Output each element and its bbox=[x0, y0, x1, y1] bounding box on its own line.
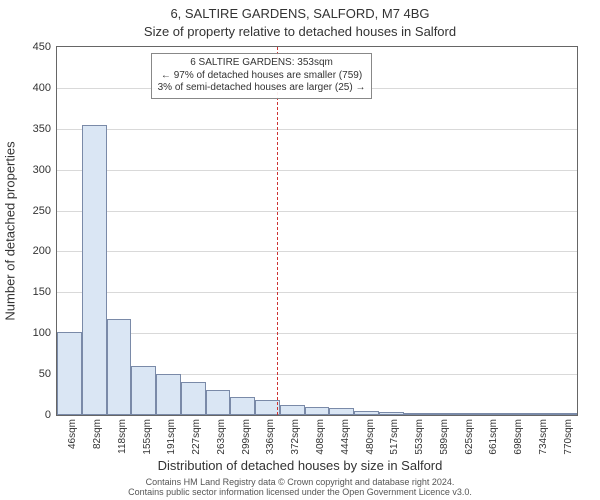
x-tick-label: 118sqm bbox=[117, 419, 128, 454]
x-tick-label: 227sqm bbox=[191, 419, 202, 455]
y-tick-label: 50 bbox=[39, 368, 51, 380]
histogram-bar bbox=[57, 332, 82, 415]
histogram-bar bbox=[181, 382, 206, 415]
gridline bbox=[57, 292, 577, 293]
x-tick-label: 517sqm bbox=[389, 419, 400, 455]
x-tick-label: 408sqm bbox=[315, 419, 326, 455]
annotation-box: 6 SALTIRE GARDENS: 353sqm← 97% of detach… bbox=[151, 53, 373, 99]
x-tick-label: 191sqm bbox=[166, 419, 177, 455]
gridline bbox=[57, 170, 577, 171]
gridline bbox=[57, 251, 577, 252]
x-tick-label: 46sqm bbox=[67, 419, 78, 449]
histogram-bar bbox=[107, 319, 132, 415]
annotation-line: 6 SALTIRE GARDENS: 353sqm bbox=[158, 57, 366, 70]
credit-text: Contains HM Land Registry data © Crown c… bbox=[0, 478, 600, 498]
y-tick-label: 300 bbox=[33, 164, 51, 176]
x-tick-label: 698sqm bbox=[513, 419, 524, 455]
credit-line-2: Contains public sector information licen… bbox=[128, 487, 472, 497]
x-tick-label: 589sqm bbox=[439, 419, 450, 455]
x-tick-label: 770sqm bbox=[563, 419, 574, 455]
gridline bbox=[57, 333, 577, 334]
chart-title-sub: Size of property relative to detached ho… bbox=[0, 24, 600, 39]
chart-title-main: 6, SALTIRE GARDENS, SALFORD, M7 4BG bbox=[0, 6, 600, 21]
histogram-bar bbox=[552, 413, 577, 415]
y-tick-label: 350 bbox=[33, 123, 51, 135]
histogram-bar bbox=[230, 397, 255, 415]
annotation-line: ← 97% of detached houses are smaller (75… bbox=[158, 70, 366, 83]
histogram-bar bbox=[255, 400, 280, 415]
histogram-bar bbox=[428, 413, 453, 415]
y-tick-label: 150 bbox=[33, 286, 51, 298]
histogram-bar bbox=[404, 413, 429, 415]
annotation-line: 3% of semi-detached houses are larger (2… bbox=[158, 82, 366, 95]
gridline bbox=[57, 211, 577, 212]
histogram-bar bbox=[453, 413, 478, 415]
x-axis-title: Distribution of detached houses by size … bbox=[0, 458, 600, 473]
x-tick-label: 480sqm bbox=[365, 419, 376, 455]
plot-area: 05010015020025030035040045046sqm82sqm118… bbox=[56, 46, 578, 416]
x-tick-label: 625sqm bbox=[464, 419, 475, 455]
histogram-bar bbox=[379, 412, 404, 415]
y-axis-title: Number of detached properties bbox=[3, 141, 18, 320]
histogram-bar bbox=[206, 390, 231, 415]
y-tick-label: 450 bbox=[33, 41, 51, 53]
histogram-bar bbox=[156, 374, 181, 415]
x-tick-label: 444sqm bbox=[340, 419, 351, 455]
y-tick-label: 250 bbox=[33, 205, 51, 217]
x-tick-label: 263sqm bbox=[216, 419, 227, 455]
histogram-bar bbox=[82, 125, 107, 415]
credit-line-1: Contains HM Land Registry data © Crown c… bbox=[146, 477, 455, 487]
x-tick-label: 372sqm bbox=[290, 419, 301, 455]
histogram-bar bbox=[131, 366, 156, 415]
x-tick-label: 299sqm bbox=[241, 419, 252, 455]
histogram-bar bbox=[329, 408, 354, 415]
histogram-bar bbox=[478, 413, 503, 415]
histogram-bar bbox=[527, 413, 552, 415]
x-tick-label: 553sqm bbox=[414, 419, 425, 455]
y-tick-label: 400 bbox=[33, 82, 51, 94]
y-tick-label: 200 bbox=[33, 245, 51, 257]
histogram-bar bbox=[354, 411, 379, 415]
y-tick-label: 0 bbox=[45, 409, 51, 421]
x-tick-label: 661sqm bbox=[488, 419, 499, 455]
y-tick-label: 100 bbox=[33, 327, 51, 339]
x-tick-label: 336sqm bbox=[265, 419, 276, 455]
histogram-bar bbox=[503, 413, 528, 415]
chart-container: { "title_main": "6, SALTIRE GARDENS, SAL… bbox=[0, 0, 600, 500]
gridline bbox=[57, 129, 577, 130]
x-tick-label: 734sqm bbox=[538, 419, 549, 455]
histogram-bar bbox=[280, 405, 305, 415]
reference-line bbox=[277, 47, 278, 415]
x-tick-label: 155sqm bbox=[142, 419, 153, 455]
histogram-bar bbox=[305, 407, 330, 415]
x-tick-label: 82sqm bbox=[92, 419, 103, 449]
